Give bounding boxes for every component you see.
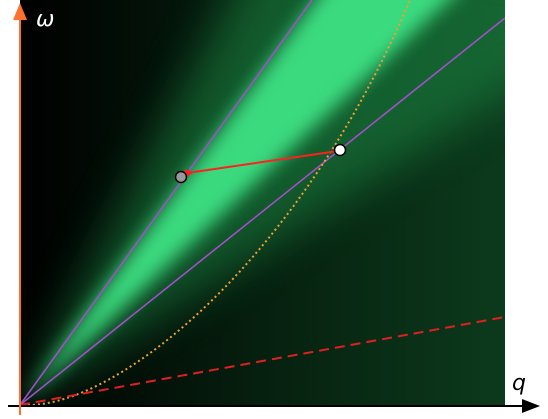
transition-arrow [184,150,339,178]
linear-dispersion [20,316,505,405]
y-axis-label: ω [36,7,54,32]
x-axis-label: q [512,371,526,396]
initial-point [333,143,347,157]
final-point [174,170,188,184]
lower-boundary [20,17,505,405]
spectral-band [20,0,505,405]
y-axis-arrow [13,3,27,20]
x-axis-arrow [522,399,540,413]
upper-boundary [20,0,313,405]
dispersion-curve [27,0,411,405]
